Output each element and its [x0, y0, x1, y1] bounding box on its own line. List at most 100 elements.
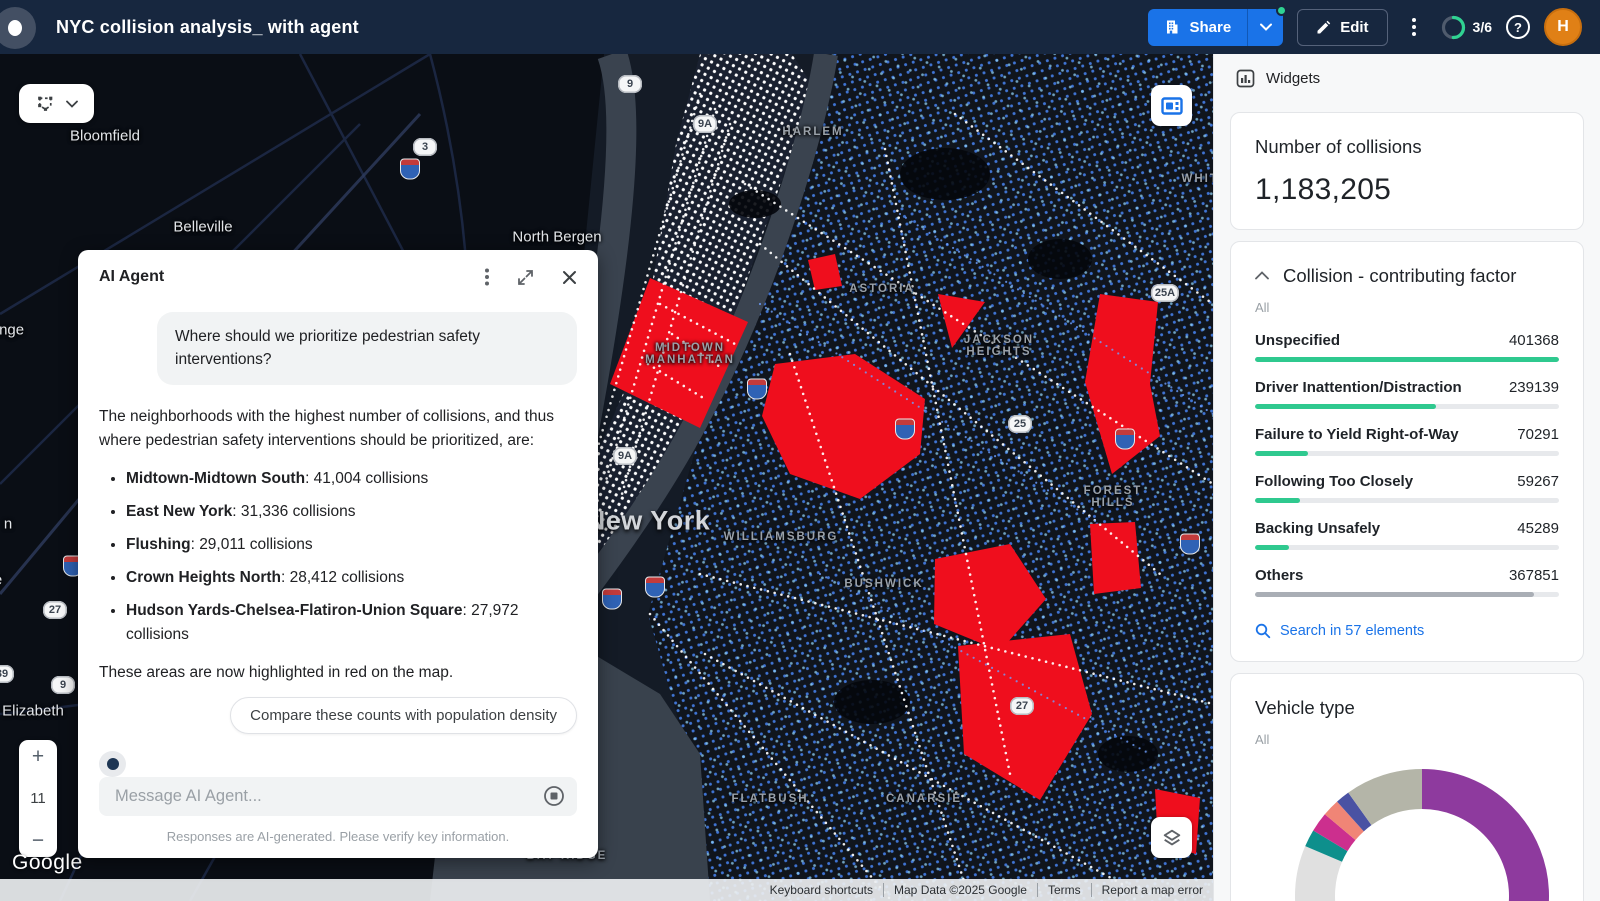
search-elements-label: Search in 57 elements	[1280, 622, 1425, 639]
app-logo[interactable]	[0, 7, 36, 49]
zoom-control: + 11 −	[19, 740, 57, 857]
donut-segment	[1295, 768, 1549, 901]
edit-button[interactable]: Edit	[1297, 8, 1388, 46]
factor-card-title: Collision - contributing factor	[1283, 264, 1517, 286]
avatar[interactable]: H	[1544, 8, 1582, 46]
vehicle-donut[interactable]	[1255, 761, 1562, 901]
factor-bar	[1255, 403, 1559, 409]
zoom-in-button[interactable]: +	[31, 745, 45, 768]
factor-bar	[1255, 591, 1559, 597]
factor-value: 367851	[1508, 566, 1559, 584]
factor-bar	[1255, 544, 1559, 550]
edit-label: Edit	[1340, 18, 1369, 36]
bar-chart-icon	[1236, 69, 1255, 88]
metric-title: Number of collisions	[1255, 136, 1422, 157]
share-status-dot	[1276, 4, 1288, 16]
user-message-bubble: Where should we prioritize pedestrian sa…	[157, 312, 577, 385]
progress-ring-icon	[1441, 15, 1465, 39]
factor-value: 239139	[1508, 378, 1559, 396]
panel-layout-icon	[1160, 96, 1183, 115]
usage-progress[interactable]: 3/6	[1440, 14, 1492, 41]
map-attribution: Keyboard shortcuts Map Data ©2025 Google…	[0, 879, 1213, 901]
list-item: Midtown-Midtown South: 41,004 collisions	[126, 467, 577, 491]
agent-response-list: Midtown-Midtown South: 41,004 collisions…	[126, 467, 577, 647]
suggestion-chip[interactable]: Compare these counts with population den…	[230, 696, 577, 734]
report-map-error-link[interactable]: Report a map error	[1090, 883, 1213, 897]
factor-bar	[1255, 450, 1559, 456]
share-split-button: Share	[1148, 4, 1288, 46]
list-item: Crown Heights North: 28,412 collisions	[126, 566, 577, 590]
terms-link[interactable]: Terms	[1036, 883, 1091, 897]
factor-card-header[interactable]: Collision - contributing factor	[1255, 264, 1559, 289]
factor-value: 59267	[1517, 472, 1559, 490]
collisions-metric-card: Number of collisions 1,183,205	[1230, 112, 1584, 230]
vehicle-card-title: Vehicle type	[1255, 696, 1355, 718]
factor-label: Backing Unsafely	[1255, 519, 1381, 537]
kebab-icon	[485, 268, 489, 286]
factor-row[interactable]: Failure to Yield Right-of-Way 70291	[1255, 426, 1559, 456]
agent-menu-button[interactable]	[485, 268, 489, 286]
map-data-label: Map Data ©2025 Google	[883, 883, 1037, 897]
widgets-header-label: Widgets	[1266, 70, 1321, 87]
top-bar: NYC collision analysis_ with agent Share…	[0, 0, 1600, 54]
chevron-down-icon	[66, 100, 78, 108]
chevron-down-icon	[1259, 23, 1272, 31]
draw-selection-tool-button[interactable]	[19, 84, 94, 123]
map-canvas[interactable]: New York MontclairBloomfieldBellevilleNo…	[0, 54, 1213, 901]
vehicle-type-card: Vehicle type All	[1230, 672, 1584, 901]
list-item: Hudson Yards-Chelsea-Flatiron-Union Squa…	[126, 599, 577, 647]
share-label: Share	[1189, 18, 1232, 36]
ai-agent-panel: AI Agent Where should we prioritize pede…	[78, 250, 598, 858]
expand-icon	[518, 269, 533, 285]
zoom-level: 11	[30, 790, 46, 807]
factor-filter-label: All	[1255, 299, 1270, 315]
list-item: Flushing: 29,011 collisions	[126, 533, 577, 557]
factor-row[interactable]: Driver Inattention/Distraction 239139	[1255, 379, 1559, 409]
agent-expand-button[interactable]	[517, 269, 534, 286]
contributing-factor-card: Collision - contributing factor All Unsp…	[1230, 240, 1584, 662]
progress-label: 3/6	[1472, 19, 1492, 35]
close-icon	[563, 270, 576, 284]
stop-generation-button[interactable]	[543, 785, 565, 807]
keyboard-shortcuts-link[interactable]: Keyboard shortcuts	[769, 883, 874, 897]
search-elements-link[interactable]: Search in 57 elements	[1255, 623, 1424, 639]
toggle-side-panel-button[interactable]	[1151, 85, 1192, 126]
agent-close-button[interactable]	[562, 270, 577, 285]
factor-row[interactable]: Others 367851	[1255, 567, 1559, 597]
page-title: NYC collision analysis_ with agent	[56, 16, 359, 37]
search-icon	[1255, 623, 1271, 639]
google-logo: Google	[12, 851, 83, 874]
agent-response: The neighborhoods with the highest numbe…	[99, 405, 577, 685]
agent-input-container	[99, 776, 577, 816]
factor-row[interactable]: Following Too Closely 59267	[1255, 473, 1559, 503]
agent-disclaimer: Responses are AI-generated. Please verif…	[166, 829, 510, 844]
factor-value: 401368	[1508, 331, 1559, 349]
factor-row[interactable]: Unspecified 401368	[1255, 332, 1559, 362]
widgets-header[interactable]: Widgets	[1214, 54, 1600, 101]
factor-label: Unspecified	[1255, 331, 1341, 349]
agent-response-outro: These areas are now highlighted in red o…	[99, 663, 454, 681]
agent-message-input[interactable]	[115, 786, 543, 806]
factor-row[interactable]: Backing Unsafely 45289	[1255, 520, 1559, 550]
vehicle-filter-label: All	[1255, 731, 1270, 747]
chevron-up-icon	[1255, 271, 1269, 280]
help-button[interactable]: ?	[1506, 15, 1530, 39]
share-button[interactable]: Share	[1148, 8, 1248, 46]
organization-icon	[1167, 20, 1178, 34]
donut-segment	[1295, 768, 1549, 901]
stop-icon	[544, 786, 564, 807]
factor-value: 45289	[1517, 519, 1559, 537]
app-logo-dot	[8, 20, 22, 36]
polygon-select-icon	[38, 96, 53, 111]
factor-label: Driver Inattention/Distraction	[1255, 378, 1462, 396]
pencil-icon	[1317, 20, 1331, 33]
agent-typing-indicator	[99, 750, 126, 777]
agent-response-intro: The neighborhoods with the highest numbe…	[99, 407, 554, 449]
layers-button[interactable]	[1151, 817, 1192, 858]
factor-bar	[1255, 356, 1559, 362]
zoom-out-button[interactable]: −	[31, 829, 45, 852]
factor-value: 70291	[1517, 425, 1559, 443]
metric-value: 1,183,205	[1255, 172, 1392, 206]
list-item: East New York: 31,336 collisions	[126, 500, 577, 524]
overflow-menu-button[interactable]	[1402, 12, 1426, 42]
